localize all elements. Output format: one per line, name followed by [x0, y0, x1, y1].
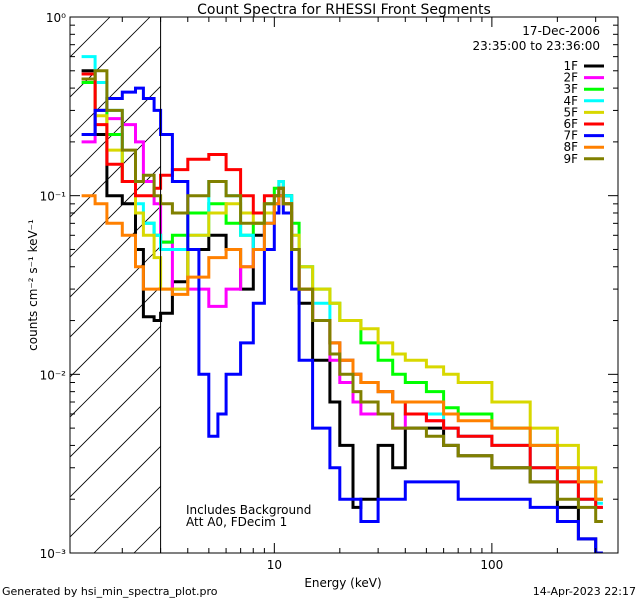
x-axis-label: Energy (keV) [304, 576, 381, 590]
time-range-label: 23:35:00 to 23:36:00 [473, 39, 600, 53]
x-tick-label: 100 [480, 558, 503, 572]
legend-label-2f: 2F [563, 71, 578, 85]
legend-label-4f: 4F [563, 94, 578, 108]
hatch-line [70, 245, 161, 338]
footer-generated-by: Generated by hsi_min_spectra_plot.pro [2, 585, 218, 598]
y-tick-label: 10⁰ [46, 11, 66, 25]
date-label: 17-Dec-2006 [522, 24, 600, 38]
series-line-9f [81, 69, 603, 523]
hatch-line [70, 445, 161, 538]
legend-label-6f: 6F [563, 117, 578, 131]
annotation-background: Includes Background [186, 503, 311, 517]
footer-timestamp: 14-Apr-2023 22:17 [533, 585, 636, 598]
hatch-line [70, 405, 161, 498]
y-tick-label: 10⁻² [40, 368, 67, 382]
legend-label-3f: 3F [563, 82, 578, 96]
y-axis-label: counts cm⁻² s⁻¹ keV⁻¹ [26, 219, 40, 351]
hatch-line [70, 45, 161, 138]
legend-label-8f: 8F [563, 140, 578, 154]
series-layer [81, 55, 603, 553]
hatch-line [70, 85, 161, 178]
legend-label-1f: 1F [563, 59, 578, 73]
chart-title: Count Spectra for RHESSI Front Segments [197, 2, 491, 18]
x-tick-label: 10 [267, 558, 282, 572]
legend-label-7f: 7F [563, 129, 578, 143]
y-tick-label: 10⁻³ [40, 547, 67, 561]
plot-frame [69, 16, 619, 554]
annotation-attenuator: Att A0, FDecim 1 [186, 515, 287, 529]
series-line-7f [81, 86, 603, 553]
y-tick-label: 10⁻¹ [40, 190, 67, 204]
legend-label-5f: 5F [563, 105, 578, 119]
hatch-line [70, 205, 161, 298]
axis-ticks: 10⁰ 10⁻¹ 10⁻² 10⁻³ 10 100 [40, 11, 618, 572]
low-energy-hatch [70, 17, 161, 553]
legend-label-9f: 9F [563, 152, 578, 166]
